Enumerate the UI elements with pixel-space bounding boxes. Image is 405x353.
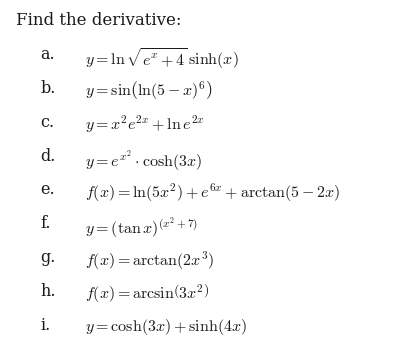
Text: e.: e. [40, 181, 55, 198]
Text: $y = \ln\sqrt{e^x + 4}\,\sinh(x)$: $y = \ln\sqrt{e^x + 4}\,\sinh(x)$ [85, 46, 239, 71]
Text: h.: h. [40, 283, 56, 300]
Text: $f(x) = \ln(5x^2) + e^{6x} + \arctan(5-2x)$: $f(x) = \ln(5x^2) + e^{6x} + \arctan(5-2… [85, 181, 340, 204]
Text: $y = \cosh(3x) + \sinh(4x)$: $y = \cosh(3x) + \sinh(4x)$ [85, 317, 247, 337]
Text: Find the derivative:: Find the derivative: [16, 12, 181, 29]
Text: b.: b. [40, 80, 56, 97]
Text: g.: g. [40, 249, 56, 266]
Text: i.: i. [40, 317, 51, 334]
Text: f.: f. [40, 215, 51, 232]
Text: $f(x) = \arctan(2x^3)$: $f(x) = \arctan(2x^3)$ [85, 249, 214, 271]
Text: c.: c. [40, 114, 55, 131]
Text: $y = e^{x^2} \cdot \cosh(3x)$: $y = e^{x^2} \cdot \cosh(3x)$ [85, 148, 202, 173]
Text: $y = \sin\!\left(\ln(5-x)^6\right)$: $y = \sin\!\left(\ln(5-x)^6\right)$ [85, 80, 213, 102]
Text: d.: d. [40, 148, 56, 164]
Text: $y = (\tan x)^{(x^2+7)}$: $y = (\tan x)^{(x^2+7)}$ [85, 215, 198, 240]
Text: $y = x^2 e^{2x} + \ln e^{2x}$: $y = x^2 e^{2x} + \ln e^{2x}$ [85, 114, 204, 135]
Text: a.: a. [40, 46, 55, 63]
Text: $f(x) = \arcsin\!\left(3x^2\right)$: $f(x) = \arcsin\!\left(3x^2\right)$ [85, 283, 209, 305]
